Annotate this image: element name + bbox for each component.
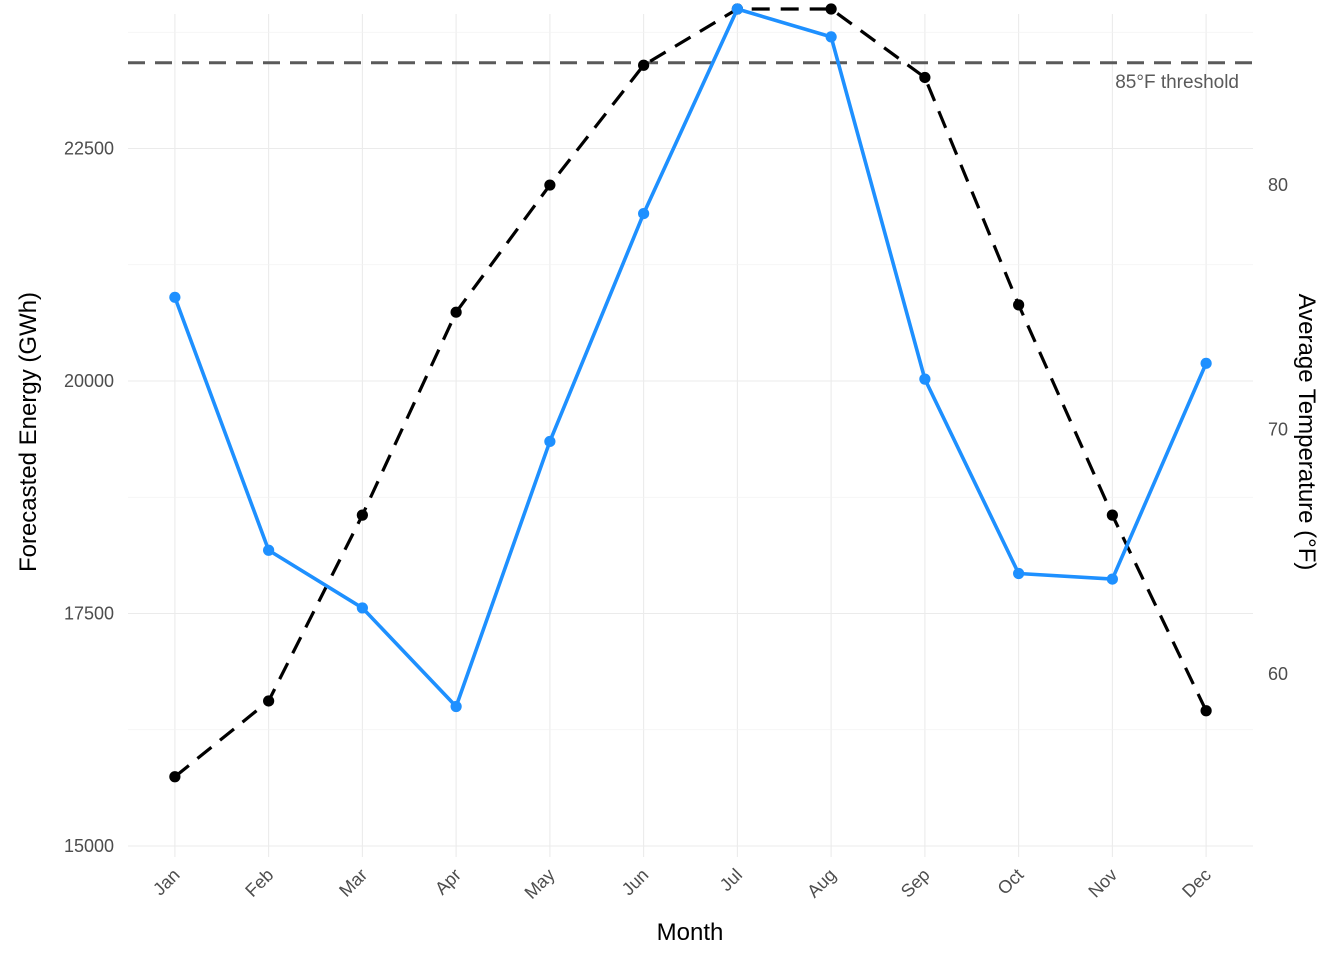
x-tick-label: Nov: [1084, 865, 1121, 902]
y-tick-label: 22500: [64, 139, 114, 159]
series-1-point: [450, 306, 462, 318]
y-tick-label: 17500: [64, 604, 114, 624]
series-1-point: [1200, 705, 1212, 717]
series-1-point: [263, 695, 275, 707]
series-0-point: [1013, 567, 1025, 580]
series-0-point: [263, 544, 275, 556]
reference-line-label: 85°F threshold: [1115, 72, 1239, 93]
x-tick-label: Jul: [716, 865, 746, 895]
series-group: [169, 3, 1212, 783]
x-tick-label: Aug: [803, 865, 840, 902]
series-0-point: [450, 700, 462, 713]
y-tick-label: 20000: [64, 371, 114, 391]
y2-tick-label: 70: [1268, 420, 1288, 440]
x-tick-label: May: [521, 865, 559, 903]
x-tick-label: Mar: [335, 865, 371, 901]
series-1-point: [638, 59, 650, 71]
series-0-point: [919, 373, 931, 385]
y2-axis-title: Average Temperature (°F): [1293, 294, 1320, 571]
x-tick-label: Dec: [1178, 865, 1215, 902]
series-0-point: [544, 435, 556, 448]
y-tick-label: 15000: [64, 836, 114, 856]
series-line-1: [173, 7, 1208, 779]
y2-tick-labels: 60 70 80: [1268, 175, 1288, 684]
series-1-point: [544, 179, 556, 191]
x-tick-label: Apr: [431, 865, 465, 899]
series-1-point: [1106, 509, 1118, 521]
series-0-point: [638, 208, 650, 220]
series-0-point: [825, 31, 837, 43]
series-0-point: [731, 3, 743, 15]
series-1-point: [169, 771, 181, 783]
y2-tick-label: 80: [1268, 175, 1288, 195]
x-tick-label: Feb: [241, 865, 277, 901]
x-tick-labels: Jan Feb Mar Apr May Jun Jul Aug Sep Oct Nov Dec: [149, 865, 1215, 903]
y-tick-labels: 15000 17500 20000 22500: [64, 139, 114, 857]
x-tick-label: Oct: [994, 865, 1028, 899]
y-axis-title: Forecasted Energy (GWh): [15, 292, 42, 572]
series-0-point: [356, 602, 368, 614]
x-tick-label: Jun: [618, 865, 653, 900]
series-0-point: [1200, 357, 1212, 369]
series-1-point: [825, 3, 837, 15]
y2-tick-label: 60: [1268, 664, 1288, 684]
series-0-point: [169, 291, 181, 303]
x-axis-title: Month: [657, 919, 724, 946]
x-tick-label: Jan: [149, 865, 184, 900]
x-tick-label: Sep: [897, 865, 934, 902]
series-0-point: [1106, 573, 1118, 585]
series-line-0: [173, 7, 1208, 709]
series-1-point: [919, 71, 931, 84]
series-1-point: [356, 509, 368, 521]
grid: [128, 14, 1253, 857]
series-1-point: [1013, 299, 1025, 311]
